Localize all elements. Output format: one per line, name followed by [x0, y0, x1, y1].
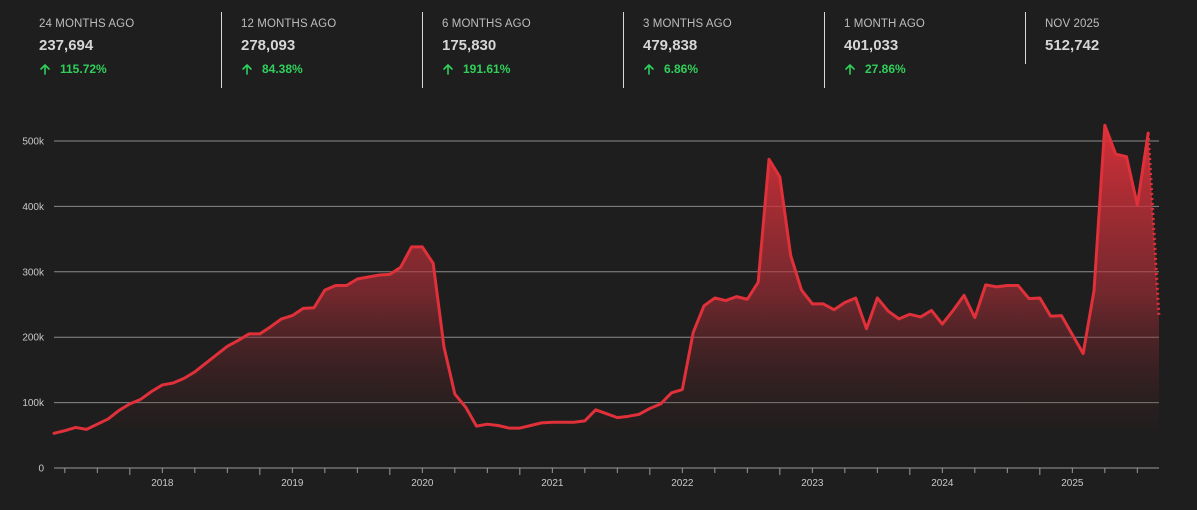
stat-6-months: 6 MONTHS AGO 175,830 191.61%	[422, 12, 622, 88]
stat-change: 115.72%	[39, 62, 220, 76]
series-line-projection	[1146, 133, 1161, 318]
stat-change-value: 191.61%	[463, 62, 511, 76]
arrow-up-icon	[845, 64, 855, 75]
stat-label: 3 MONTHS AGO	[643, 18, 732, 30]
stat-change: 27.86%	[844, 62, 1024, 76]
arrow-up-icon	[40, 64, 50, 75]
x-tick-label: 2025	[1061, 478, 1084, 489]
stats-bar: 24 MONTHS AGO 237,694 115.72% 12 MONTHS …	[0, 0, 1197, 100]
x-tick-label: 2018	[151, 478, 174, 489]
stat-3-months: 3 MONTHS AGO 479,838 6.86%	[623, 12, 823, 88]
stat-12-months: 12 MONTHS AGO 278,093 84.38%	[221, 12, 421, 88]
stat-value: 175,830	[442, 37, 497, 54]
stat-value: 479,838	[643, 37, 698, 54]
stat-change: 84.38%	[241, 62, 421, 76]
stat-change-value: 84.38%	[262, 62, 303, 76]
x-tick-label: 2019	[281, 478, 304, 489]
stat-label: 24 MONTHS AGO	[39, 18, 135, 30]
stat-1-month: 1 MONTH AGO 401,033 27.86%	[824, 12, 1024, 88]
stat-label: 12 MONTHS AGO	[241, 18, 337, 30]
area-fill	[54, 125, 1159, 434]
stat-label: 6 MONTHS AGO	[442, 18, 531, 30]
stat-value: 237,694	[39, 37, 94, 54]
stat-label: NOV 2025	[1045, 18, 1100, 30]
x-tick-label: 2021	[541, 478, 564, 489]
x-tick-label: 2023	[801, 478, 824, 489]
stat-value: 278,093	[241, 37, 296, 54]
stat-value: 512,742	[1045, 37, 1100, 54]
stat-change-value: 115.72%	[60, 62, 107, 76]
y-axis: 0 100k 200k 300k 400k 500k	[22, 136, 45, 474]
series-line	[52, 123, 1150, 435]
y-tick-label: 400k	[22, 202, 45, 213]
x-tick-label: 2020	[411, 478, 434, 489]
stat-current: NOV 2025 512,742	[1025, 12, 1195, 64]
x-axis: 2018 2019 2020 2021 2022 2023 2024 2025	[54, 467, 1159, 489]
stat-label: 1 MONTH AGO	[844, 18, 925, 30]
y-tick-label: 500k	[22, 136, 45, 147]
y-tick-label: 100k	[22, 398, 45, 409]
x-tick-label: 2024	[931, 478, 954, 489]
stat-change-value: 27.86%	[865, 62, 906, 76]
x-tick-label: 2022	[671, 478, 694, 489]
stat-change-value: 6.86%	[664, 62, 699, 76]
stat-value: 401,033	[844, 37, 899, 54]
stat-change: 6.86%	[643, 62, 823, 76]
arrow-up-icon	[242, 64, 252, 75]
stat-change: 191.61%	[442, 62, 622, 76]
arrow-up-icon	[644, 64, 654, 75]
arrow-up-icon	[443, 64, 453, 75]
y-tick-label: 0	[38, 464, 44, 475]
stat-24-months: 24 MONTHS AGO 237,694 115.72%	[20, 12, 220, 88]
y-tick-label: 300k	[22, 267, 45, 278]
y-tick-label: 200k	[22, 333, 45, 344]
